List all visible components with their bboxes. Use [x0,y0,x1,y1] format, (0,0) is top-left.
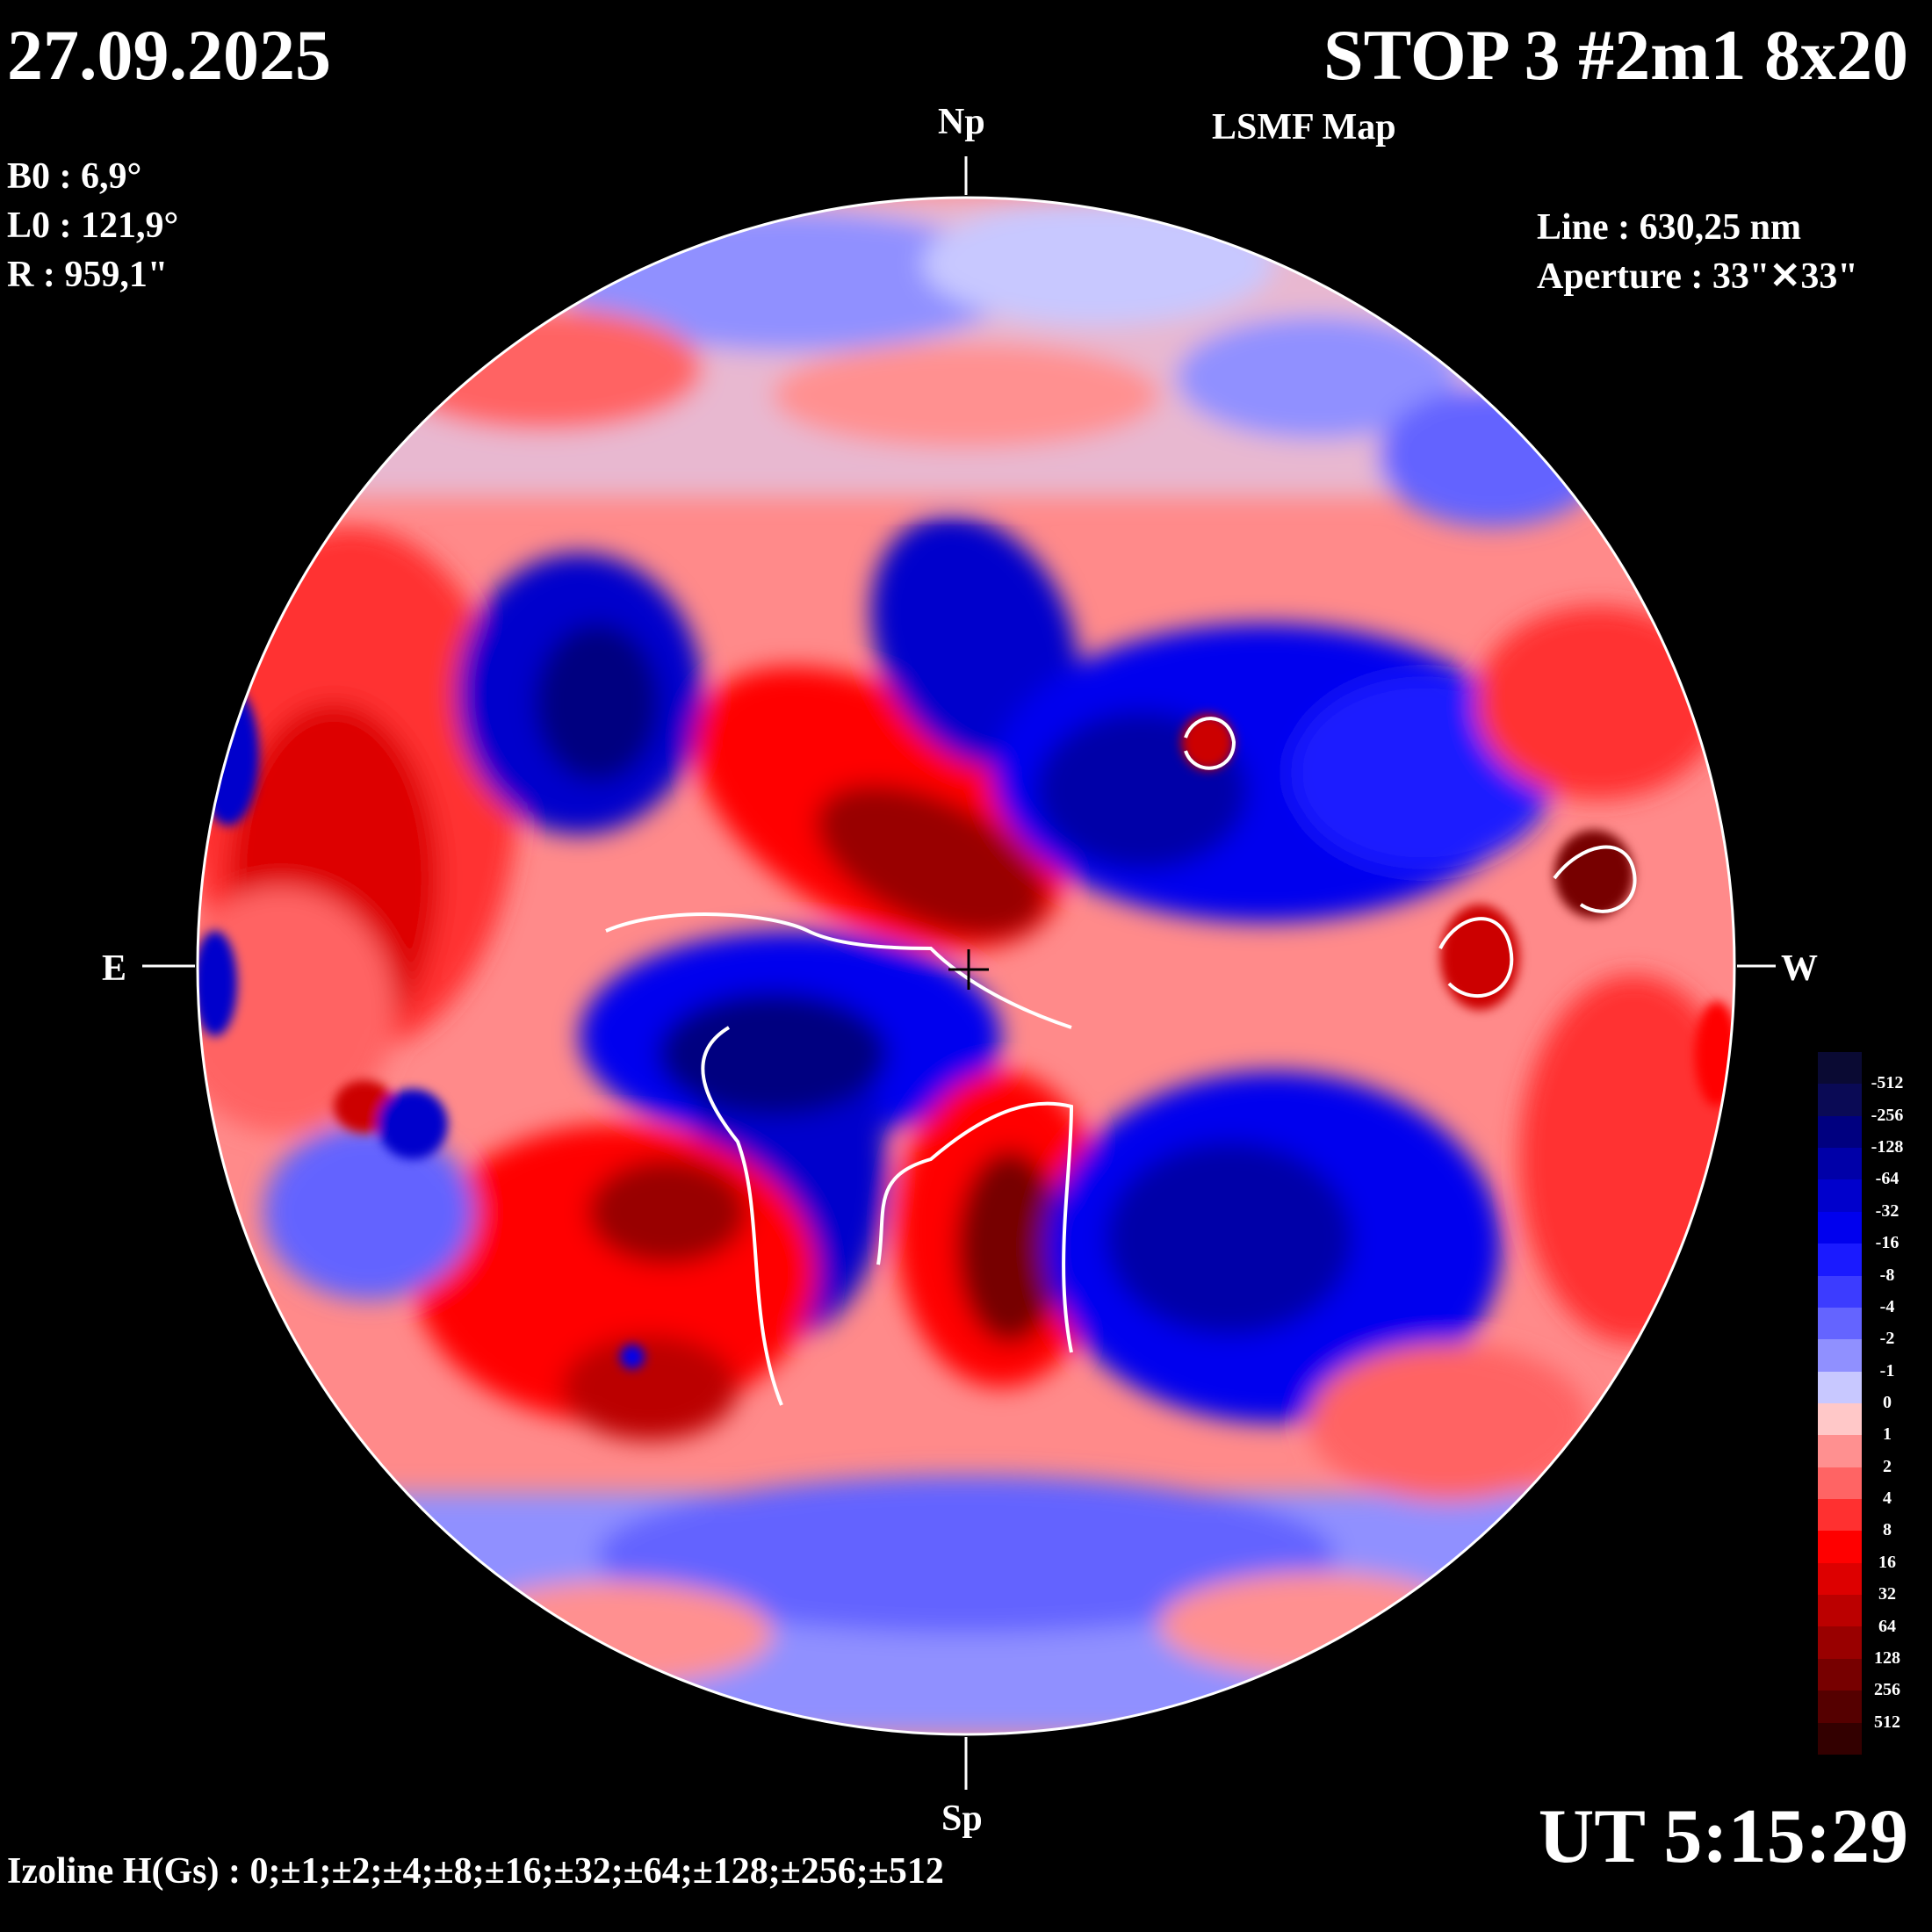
colorbar [1818,1052,1862,1755]
center-crosshair [948,949,989,990]
colorbar-label: 0 [1883,1393,1892,1412]
colorbar-segment [1818,1402,1862,1436]
colorbar-segment [1818,1531,1862,1563]
isoline-levels: Izoline H(Gs) : 0;±1;±2;±4;±8;±16;±32;±6… [7,1851,944,1892]
colorbar-label: 64 [1878,1616,1896,1636]
colorbar-label: -512 [1871,1073,1904,1093]
colorbar-label: -4 [1879,1296,1895,1316]
colorbar-label: 1 [1883,1424,1892,1445]
colorbar-label: 4 [1883,1489,1892,1509]
disk-limb [196,196,1736,1736]
colorbar-segment [1818,1211,1862,1244]
colorbar-segment [1818,1658,1862,1691]
colorbar-label: -64 [1875,1169,1900,1189]
colorbar-segment [1818,1467,1862,1500]
colorbar-label: -256 [1871,1105,1904,1125]
colorbar-label: -1 [1879,1360,1895,1381]
colorbar-label: 512 [1874,1712,1900,1732]
colorbar-segment [1818,1244,1862,1276]
colorbar-label: 32 [1878,1584,1896,1604]
colorbar-label: -128 [1871,1137,1904,1157]
spectral-line: Line : 630,25 nm [1537,207,1802,248]
colorbar-label: -32 [1875,1200,1900,1221]
west-label: W [1781,948,1818,989]
aperture: Aperture : 33"✕33" [1537,256,1858,297]
param-radius: R : 959,1" [7,255,169,295]
colorbar-segment [1818,1084,1862,1116]
colorbar-segment [1818,1275,1862,1308]
colorbar-label: -2 [1879,1329,1895,1349]
param-b0: B0 : 6,9° [7,156,142,197]
colorbar-label: 16 [1878,1552,1896,1572]
colorbar-segment [1818,1052,1862,1085]
colorbar-segment [1818,1435,1862,1467]
east-label: E [102,948,127,989]
observation-date: 27.09.2025 [7,15,331,95]
colorbar-label: 8 [1883,1520,1892,1540]
colorbar-label: 128 [1874,1647,1900,1668]
colorbar-segment [1818,1562,1862,1596]
colorbar-label: -8 [1879,1265,1895,1285]
north-pole-label: Np [938,102,985,142]
colorbar-segment [1818,1115,1862,1149]
colorbar-label: 256 [1874,1680,1900,1700]
map-subtitle: LSMF Map [1212,107,1396,148]
colorbar-segment [1818,1722,1862,1755]
colorbar-segment [1818,1148,1862,1180]
colorbar-segment [1818,1595,1862,1627]
colorbar-segment [1818,1626,1862,1659]
colorbar-label: 2 [1883,1456,1892,1476]
colorbar-segment [1818,1179,1862,1212]
colorbar-segment [1818,1339,1862,1372]
ut-time: UT 5:15:29 [1538,1794,1908,1879]
south-pole-label: Sp [941,1799,983,1839]
colorbar-label: -16 [1875,1233,1900,1253]
colorbar-segment [1818,1307,1862,1340]
map-title: STOP 3 #2m1 8x20 [1323,15,1908,95]
param-l0: L0 : 121,9° [7,205,179,246]
zero-isolines [605,717,1637,1406]
colorbar-segment [1818,1371,1862,1403]
solar-disk [198,198,1734,1734]
colorbar-segment [1818,1499,1862,1532]
colorbar-segment [1818,1690,1862,1723]
